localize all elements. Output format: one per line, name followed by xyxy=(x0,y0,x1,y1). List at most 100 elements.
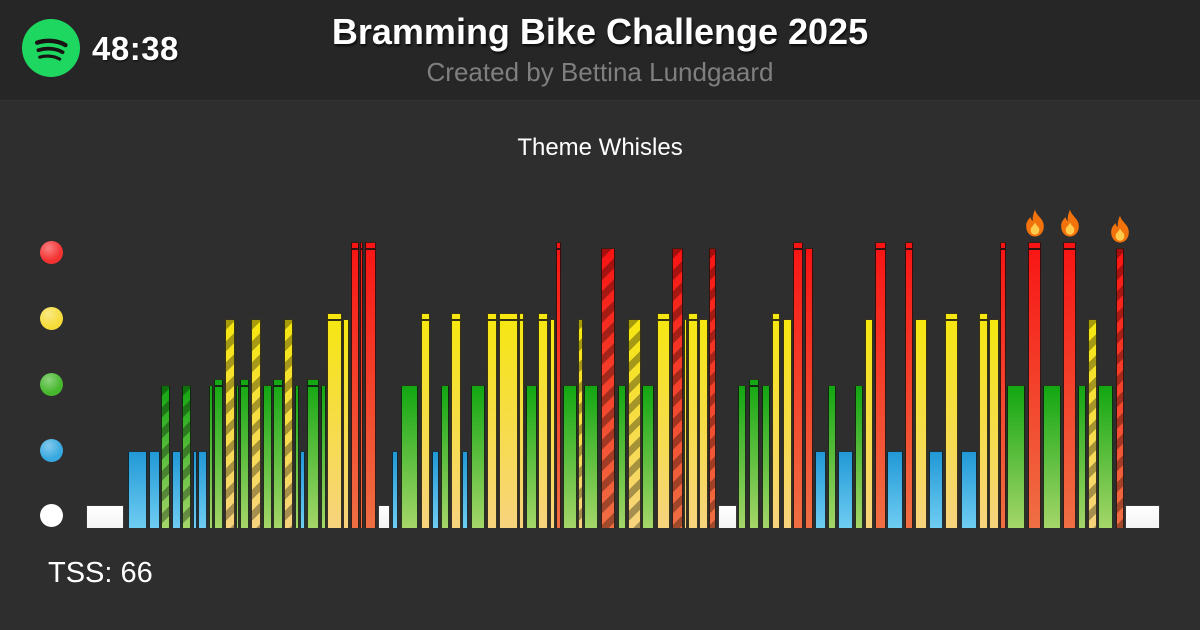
workout-bar-green xyxy=(642,385,654,528)
workout-bar-blue xyxy=(838,451,853,528)
page-title: Bramming Bike Challenge 2025 xyxy=(331,11,869,52)
workout-bar-blue xyxy=(193,451,197,528)
workout-bar-yellow xyxy=(251,319,261,528)
workout-bar-green xyxy=(526,385,537,528)
workout-bar-yellow xyxy=(989,319,999,528)
workout-bar-yellow xyxy=(550,319,555,528)
workout-bar-green xyxy=(1078,385,1086,528)
fire-icon xyxy=(1025,209,1044,237)
zone-dot-red xyxy=(40,241,63,264)
workout-bar-red xyxy=(672,248,683,528)
zone-dot-blue xyxy=(40,439,63,462)
workout-bar-red xyxy=(805,248,813,528)
fire-icon xyxy=(1111,215,1129,243)
workout-bar-yellow xyxy=(327,313,342,528)
workout-bar-yellow xyxy=(1088,319,1097,528)
workout-bar-green xyxy=(618,385,626,528)
workout-bar-green xyxy=(471,385,485,528)
workout-bar-green xyxy=(584,385,598,528)
workout-bar-blue xyxy=(887,451,903,528)
workout-bar-yellow xyxy=(284,319,293,528)
workout-bar-green xyxy=(214,379,223,528)
workout-bar-red xyxy=(793,242,803,528)
workout-bar-red xyxy=(556,242,561,528)
workout-bar-red xyxy=(875,242,886,528)
workout-bar-red xyxy=(360,242,363,528)
workout-bar-blue xyxy=(462,451,468,528)
workout-chart xyxy=(40,209,1160,528)
workout-bar-blue xyxy=(198,451,207,528)
workout-bar-blue xyxy=(929,451,943,528)
workout-bar-blue xyxy=(392,451,398,528)
workout-bar-green xyxy=(762,385,770,528)
workout-bar-yellow xyxy=(979,313,988,528)
workout-bar-yellow xyxy=(451,313,461,528)
zone-dot-white xyxy=(40,504,63,527)
workout-bar-red xyxy=(1116,248,1124,528)
workout-bar-red xyxy=(1000,242,1006,528)
workout-bar-green xyxy=(855,385,863,528)
workout-bar-red xyxy=(709,248,716,528)
tss-value: TSS: 66 xyxy=(48,557,153,589)
workout-bar-green xyxy=(182,385,191,528)
workout-bar-white xyxy=(378,505,390,528)
header-titles: Bramming Bike Challenge 2025 Created by … xyxy=(0,0,1200,100)
header: 48:38 Bramming Bike Challenge 2025 Creat… xyxy=(0,0,1200,101)
zone-dot-yellow xyxy=(40,307,63,330)
workout-duration: 48:38 xyxy=(92,30,179,67)
workout-bar-green xyxy=(236,385,239,528)
workout-bar-yellow xyxy=(487,313,497,528)
workout-bar-yellow xyxy=(225,319,235,528)
workout-bar-green xyxy=(1043,385,1061,528)
workout-bar-red xyxy=(601,248,615,528)
workout-bar-blue xyxy=(432,451,439,528)
fire-icon xyxy=(1060,209,1079,237)
workout-bar-yellow xyxy=(538,313,548,528)
workout-bar-green xyxy=(738,385,746,528)
workout-bar-white xyxy=(86,505,124,528)
workout-bar-yellow xyxy=(499,313,518,528)
theme-label: Theme Whisles xyxy=(517,134,683,161)
workout-bar-green xyxy=(828,385,836,528)
workout-bar-green xyxy=(441,385,449,528)
workout-bar-yellow xyxy=(519,313,524,528)
workout-bar-yellow xyxy=(688,313,698,528)
workout-bar-green xyxy=(1007,385,1025,528)
workout-bar-green xyxy=(240,379,249,528)
workout-bar-white xyxy=(718,505,737,528)
workout-bar-yellow xyxy=(945,313,958,528)
workout-bar-blue xyxy=(815,451,826,528)
zone-dot-green xyxy=(40,373,63,396)
workout-bar-yellow xyxy=(628,319,641,528)
workout-bar-blue xyxy=(149,451,160,528)
workout-bar-blue xyxy=(128,451,147,528)
workout-bar-green xyxy=(321,385,326,528)
workout-bar-green xyxy=(273,379,283,528)
workout-bar-red xyxy=(905,242,913,528)
workout-bar-green xyxy=(563,385,577,528)
workout-bar-yellow xyxy=(657,313,670,528)
workout-bar-yellow xyxy=(343,319,349,528)
workout-bar-green xyxy=(401,385,418,528)
workout-bar-green xyxy=(209,385,213,528)
workout-bar-blue xyxy=(300,451,305,528)
workout-bar-green xyxy=(307,379,319,528)
workout-bar-yellow xyxy=(421,313,430,528)
workout-bar-red xyxy=(1063,242,1076,528)
workout-bar-green xyxy=(295,385,299,528)
workout-bar-white xyxy=(1125,505,1160,528)
workout-bar-yellow xyxy=(772,313,780,528)
page-subtitle: Created by Bettina Lundgaard xyxy=(426,57,774,87)
workout-bar-yellow xyxy=(578,319,583,528)
workout-bar-yellow xyxy=(783,319,792,528)
workout-bar-blue xyxy=(961,451,977,528)
workout-bar-green xyxy=(1098,385,1113,528)
workout-bar-yellow xyxy=(684,319,687,528)
workout-bar-red xyxy=(351,242,359,528)
spotify-icon xyxy=(22,19,80,77)
workout-bar-green xyxy=(161,385,170,528)
workout-bar-yellow xyxy=(915,319,927,528)
workout-bar-red xyxy=(365,242,376,528)
workout-bar-yellow xyxy=(865,319,873,528)
